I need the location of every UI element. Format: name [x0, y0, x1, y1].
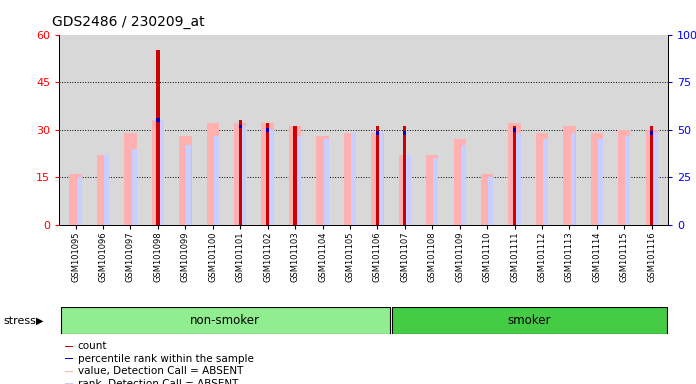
Bar: [296, 136, 301, 225]
Bar: [376, 126, 379, 225]
Bar: [508, 123, 521, 225]
Bar: [187, 146, 191, 225]
Bar: [104, 155, 109, 225]
Bar: [239, 120, 242, 225]
Bar: [344, 133, 356, 225]
Bar: [536, 133, 548, 225]
Bar: [234, 123, 246, 225]
Bar: [563, 126, 576, 225]
Bar: [454, 139, 466, 225]
Bar: [393, 307, 667, 334]
Bar: [399, 155, 411, 225]
Text: count: count: [78, 341, 107, 351]
Bar: [70, 174, 82, 225]
Bar: [324, 139, 329, 225]
Text: stress: stress: [3, 316, 36, 326]
Bar: [626, 136, 631, 225]
Bar: [379, 133, 383, 225]
Bar: [516, 133, 521, 225]
Bar: [403, 126, 406, 225]
Text: smoker: smoker: [508, 314, 551, 327]
Bar: [481, 174, 493, 225]
Text: rank, Detection Call = ABSENT: rank, Detection Call = ABSENT: [78, 379, 238, 384]
Text: percentile rank within the sample: percentile rank within the sample: [78, 354, 253, 364]
Bar: [61, 307, 390, 334]
Bar: [461, 146, 466, 225]
Bar: [645, 130, 658, 225]
Bar: [157, 50, 159, 225]
Bar: [618, 130, 631, 225]
Bar: [65, 358, 73, 359]
Bar: [351, 133, 356, 225]
Text: non-smoker: non-smoker: [190, 314, 260, 327]
Text: value, Detection Call = ABSENT: value, Detection Call = ABSENT: [78, 366, 243, 376]
Bar: [262, 123, 274, 225]
Bar: [239, 124, 242, 128]
Bar: [132, 149, 136, 225]
Bar: [653, 133, 658, 225]
Bar: [488, 177, 493, 225]
Bar: [294, 126, 296, 225]
Bar: [266, 123, 269, 225]
Bar: [543, 139, 548, 225]
Bar: [403, 131, 406, 135]
Bar: [434, 158, 438, 225]
Bar: [406, 155, 411, 225]
Bar: [591, 133, 603, 225]
Bar: [159, 120, 164, 225]
Bar: [152, 120, 164, 225]
Bar: [97, 155, 109, 225]
Bar: [157, 118, 159, 122]
Bar: [214, 136, 219, 225]
Text: ▶: ▶: [36, 316, 44, 326]
Bar: [266, 128, 269, 131]
Bar: [179, 136, 191, 225]
Text: GDS2486 / 230209_at: GDS2486 / 230209_at: [52, 15, 205, 29]
Bar: [65, 346, 73, 347]
Bar: [650, 131, 654, 135]
Bar: [598, 139, 603, 225]
Bar: [65, 383, 73, 384]
Bar: [650, 126, 654, 225]
Bar: [571, 133, 576, 225]
Bar: [269, 130, 274, 225]
Bar: [77, 177, 81, 225]
Bar: [289, 126, 301, 225]
Bar: [125, 133, 136, 225]
Bar: [207, 123, 219, 225]
Bar: [242, 126, 246, 225]
Bar: [317, 136, 329, 225]
Bar: [513, 126, 516, 225]
Bar: [376, 131, 379, 135]
Bar: [371, 133, 383, 225]
Bar: [426, 155, 438, 225]
Bar: [513, 128, 516, 131]
